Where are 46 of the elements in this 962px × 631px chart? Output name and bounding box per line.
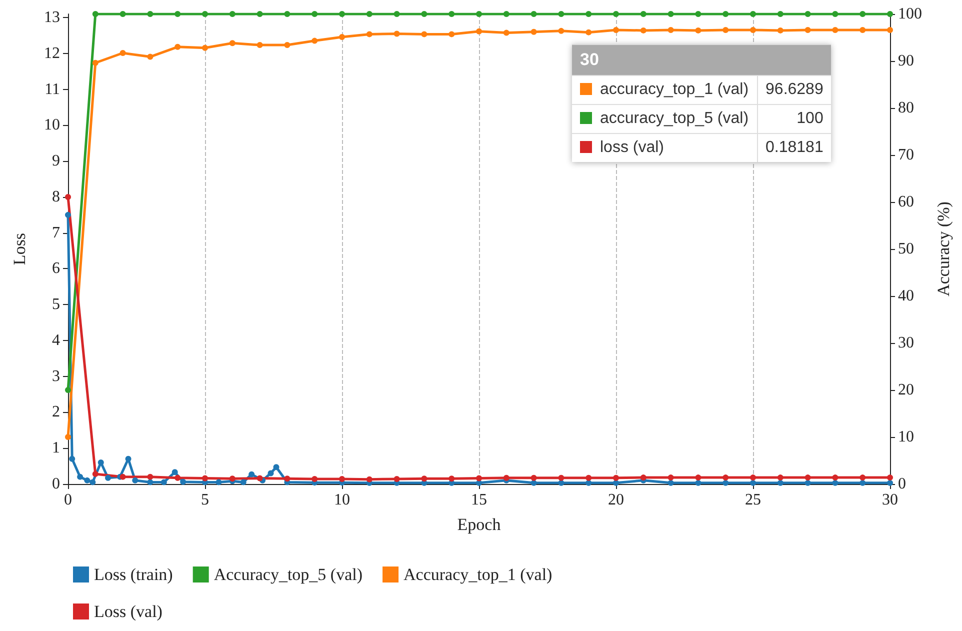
y2-tick-label: 0: [898, 476, 906, 492]
annotation: 100: [757, 104, 832, 134]
legend-label: Loss (train): [94, 565, 173, 584]
y2-tick-label: 20: [898, 382, 914, 398]
y-tick-label: 3: [52, 368, 60, 385]
y-tick-label: 1: [52, 440, 60, 457]
y-tick-label: 5: [52, 296, 60, 314]
y-tick-label: 0: [52, 476, 60, 492]
x-tick-label: 25: [745, 492, 761, 508]
y2-tick-label: 50: [898, 240, 914, 258]
y-tick-label: 2: [52, 404, 60, 421]
x-tick-label: 20: [608, 492, 624, 508]
y2-tick-label: 90: [898, 52, 914, 70]
y-tick-label: 13: [44, 9, 60, 26]
y-tick-label: 4: [52, 332, 60, 349]
y2-tick-label: 30: [898, 334, 914, 352]
annotation: loss (val): [600, 139, 664, 156]
y-tick-label: 6: [52, 260, 60, 278]
x-tick-label: 15: [471, 492, 487, 508]
x-tick-label: 10: [334, 492, 350, 508]
annotation: 96.6289: [757, 76, 832, 104]
y-tick-label: 7: [52, 224, 60, 242]
y-tick-label: 11: [44, 80, 60, 98]
y2-axis-title: Accuracy (%): [934, 202, 953, 296]
y-tick-label: 9: [52, 152, 60, 170]
legend-label: Accuracy_top_1 (val): [404, 565, 552, 584]
x-tick-label: 0: [64, 492, 72, 508]
legend-label: Loss (val): [94, 602, 162, 621]
x-axis-title: Epoch: [457, 515, 502, 534]
y-tick-label: 8: [52, 188, 60, 206]
y2-tick-label: 70: [898, 146, 914, 164]
annotation: accuracy_top_5 (val): [600, 110, 749, 127]
annotation: accuracy_top_1 (val): [600, 81, 749, 98]
x-tick-label: 5: [201, 492, 209, 508]
x-tick-label: 30: [882, 492, 898, 508]
y-tick-label: 12: [44, 44, 60, 62]
y2-tick-label: 80: [898, 100, 914, 116]
legend-label: Accuracy_top_5 (val): [214, 565, 363, 584]
annotation: 0.18181: [757, 134, 832, 162]
y-axis-title: Loss: [10, 232, 29, 266]
y2-tick-label: 60: [898, 194, 914, 210]
annotation: 30: [572, 44, 832, 76]
y2-tick-label: 100: [898, 6, 922, 22]
y-tick-label: 10: [44, 116, 60, 134]
y2-tick-label: 10: [898, 428, 914, 446]
y2-tick-label: 40: [898, 288, 914, 304]
